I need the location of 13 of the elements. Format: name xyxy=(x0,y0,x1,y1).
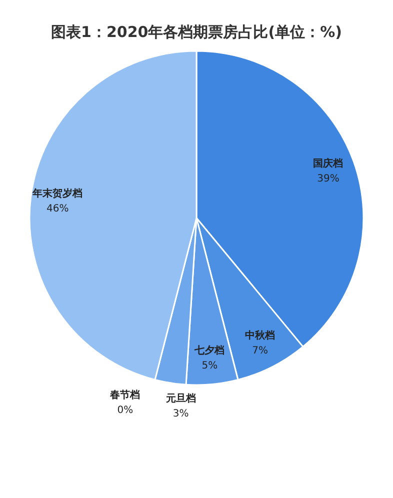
slice-label: 年末贺岁档 xyxy=(32,187,83,200)
slice-label: 国庆档 xyxy=(313,158,344,170)
data-label: 7% xyxy=(252,346,268,357)
category-label: 春节档 xyxy=(110,390,140,402)
data-label: 39% xyxy=(317,174,340,185)
data-label: 3% xyxy=(172,408,189,420)
slice-label: 元旦档 xyxy=(164,392,196,405)
text: 0% xyxy=(117,405,134,416)
data-label: 5% xyxy=(202,360,218,372)
slice-label: 七夕档 xyxy=(194,344,225,356)
slice-label: 中秋档 xyxy=(245,330,276,342)
chart-title: 图表1：2020年各档期票房占比(单位：%) xyxy=(51,23,342,41)
data-label: 46% xyxy=(46,203,69,214)
